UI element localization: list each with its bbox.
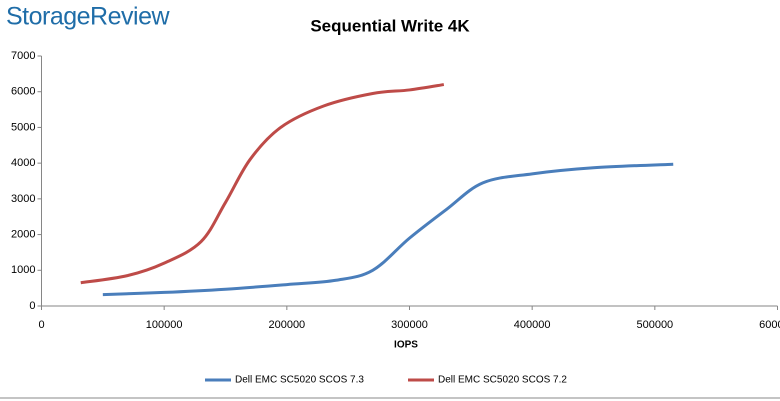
logo: StorageReview [6,3,170,31]
chart-title: Sequential Write 4K [310,16,470,35]
x-tick-label: 100000 [146,319,183,331]
x-tick-label: 500000 [636,319,673,331]
y-tick-label: 1000 [11,264,35,276]
y-tick-label: 7000 [11,50,35,62]
y-tick-label: 6000 [11,86,35,98]
x-tick-label: 300000 [391,319,428,331]
x-tick-label: 600000 [759,319,780,331]
x-tick-label: 0 [38,319,44,331]
legend-label: Dell EMC SC5020 SCOS 7.3 [235,375,364,386]
series-line [102,162,674,297]
legend-label: Dell EMC SC5020 SCOS 7.2 [438,375,567,386]
x-tick-label: 400000 [514,319,551,331]
y-tick-label: 4000 [11,157,35,169]
y-tick-label: 5000 [11,121,35,133]
x-tick-label: 200000 [268,319,305,331]
x-axis-label: IOPS [394,340,418,351]
series-line [80,83,445,285]
y-tick-label: 0 [29,300,35,312]
y-tick-label: 2000 [11,228,35,240]
y-tick-label: 3000 [11,193,35,205]
